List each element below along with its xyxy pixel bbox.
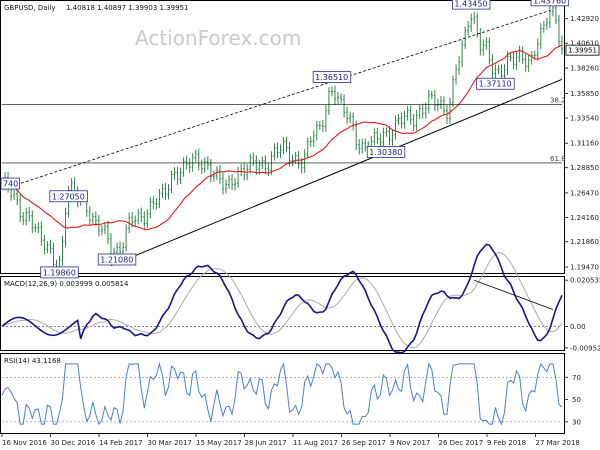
- macd-line: [1, 243, 563, 354]
- date-axis-tick-label: 26 Dec 2017: [439, 439, 484, 447]
- date-axis-tick-label: 9 Feb 2018: [487, 439, 526, 447]
- current-price-box: [565, 44, 600, 56]
- price-callout-box: [451, 0, 491, 10]
- moving-average-line: [1, 44, 563, 231]
- price-layer: 38.2 61.8 1.43450 1.43760 1.36510 1.30380 1.37…: [0, 0, 570, 279]
- price-callout-box: [97, 253, 137, 266]
- price-callout-label: 1.37110: [479, 80, 512, 89]
- rsi-layer: [1, 361, 563, 426]
- price-callout-label: 1.19860: [43, 268, 76, 277]
- macd-signal-line: [1, 252, 563, 349]
- price-axis-tick-label: 1.31160: [570, 140, 599, 148]
- rsi-axis-tick-label: 30: [572, 418, 581, 426]
- channel-support-line: [110, 78, 563, 267]
- price-chart-title: GBPUSD, Daily: [4, 4, 56, 12]
- price-callout-label: 1.43760: [533, 0, 566, 5]
- axis-layer: 1.42920 1.40610 1.38260 1.35850 1.33540 1.311…: [1, 15, 600, 447]
- current-price-label: 1.39951: [568, 47, 597, 55]
- price-callout-box: [0, 177, 20, 190]
- price-callout-label: 740: [3, 180, 18, 189]
- price-axis-tick-label: 1.35850: [570, 90, 599, 98]
- channel-resistance-line: [1, 10, 551, 190]
- rsi-panel-frame: [0, 353, 565, 434]
- price-axis-tick-label: 1.28850: [570, 164, 599, 172]
- price-callout-label: 1.30380: [369, 148, 402, 157]
- price-axis-tick-label: 1.21860: [570, 238, 599, 246]
- price-callout-box: [530, 0, 570, 7]
- date-axis-tick-label: 30 Mar 2017: [148, 439, 192, 447]
- macd-layer: [1, 243, 563, 354]
- price-axis-tick-label: 1.33540: [570, 115, 599, 123]
- price-axis-tick-label: 1.19470: [570, 264, 599, 272]
- price-axis-tick-label: 1.40610: [570, 40, 599, 48]
- date-axis-tick-label: 9 Nov 2017: [390, 439, 430, 447]
- date-axis-tick-label: 15 May 2017: [196, 439, 242, 447]
- price-callout-box: [476, 77, 515, 90]
- price-callout-box: [366, 146, 406, 158]
- macd-panel-frame: [0, 276, 565, 351]
- rsi-axis-tick-label: 50: [572, 396, 581, 404]
- macd-axis-tick-label: 0.00: [570, 323, 586, 331]
- price-axis-tick-label: 1.26470: [570, 189, 599, 197]
- price-callout-box: [40, 266, 79, 279]
- fib-level-label: 38.2: [550, 97, 566, 105]
- macd-axis-tick-label: 0.020535: [570, 277, 600, 285]
- date-axis-tick-label: 28 Jun 2017: [245, 439, 287, 447]
- date-axis-tick-label: 30 Dec 2016: [51, 439, 96, 447]
- date-axis-tick-label: 16 Nov 2016: [2, 439, 47, 447]
- price-axis-tick-label: 1.24160: [570, 214, 599, 222]
- date-axis-tick-label: 14 Feb 2017: [99, 439, 143, 447]
- price-axis-tick-label: 1.38260: [570, 65, 599, 73]
- price-callout-label: 1.43450: [454, 0, 487, 9]
- rsi-axis-tick-label: 70: [572, 374, 581, 382]
- price-callout-label: 1.21080: [100, 255, 133, 264]
- price-callout-box: [312, 71, 352, 83]
- fib-level-label: 61.8: [550, 155, 566, 163]
- price-panel-frame: [0, 0, 565, 274]
- date-axis-tick-label: 11 Aug 2017: [293, 439, 338, 447]
- price-callout-box: [49, 190, 88, 203]
- price-ohlc-readout: 1.40818 1.40897 1.39903 1.39951: [66, 4, 188, 12]
- macd-title: MACD(12,26,9) 0.003999 0.005814: [4, 280, 129, 288]
- rsi-title: RSI(14) 43.1168: [4, 357, 61, 365]
- price-callout-label: 1.36510: [315, 73, 348, 82]
- rsi-line: [1, 361, 563, 426]
- watermark: ActionForex.com: [135, 26, 301, 50]
- macd-divergence-line: [474, 279, 554, 310]
- date-axis-tick-label: 26 Sep 2017: [342, 439, 386, 447]
- price-callout-label: 1.27050: [52, 192, 85, 201]
- macd-axis-tick-label: -0.009525: [570, 344, 600, 352]
- date-axis-tick-label: 27 Mar 2018: [536, 439, 580, 447]
- price-axis-tick-label: 1.42920: [570, 15, 599, 23]
